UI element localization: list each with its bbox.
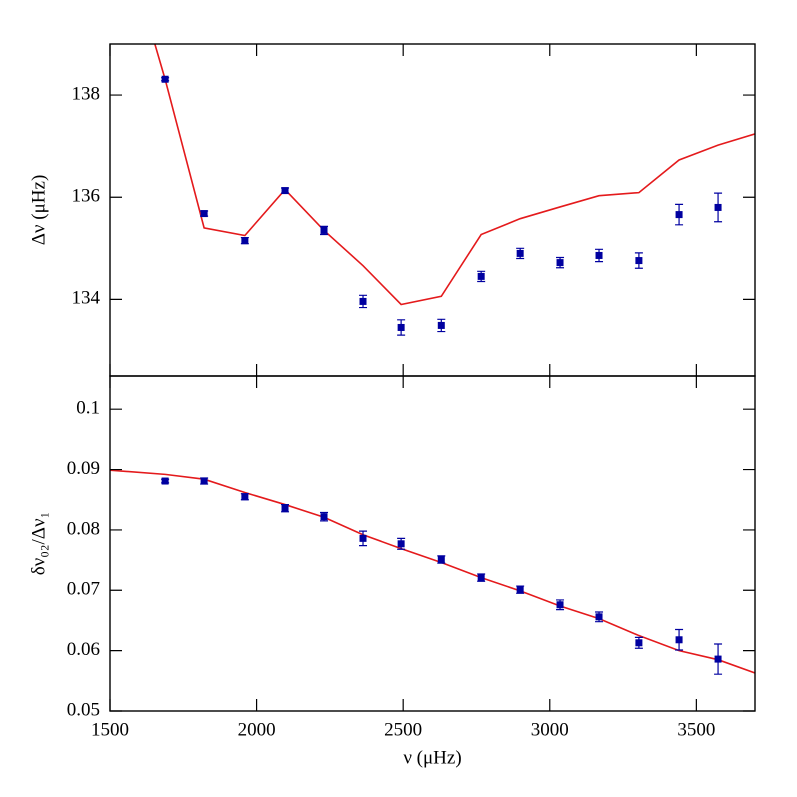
- model-line: [110, 469, 755, 674]
- plot-area: [154, 44, 755, 336]
- x-tick-label: 3500: [677, 719, 715, 740]
- x-tick-label: 2500: [384, 719, 422, 740]
- plot-frame: [109, 43, 756, 377]
- y-tick-label: 0.1: [76, 398, 100, 419]
- plot-area: [110, 469, 755, 675]
- data-point: [241, 237, 249, 245]
- data-point: [200, 477, 208, 485]
- data-point: [437, 555, 445, 563]
- y-tick-label: 138: [72, 83, 101, 104]
- data-point: [516, 586, 524, 594]
- data-point: [161, 75, 169, 83]
- data-point: [516, 249, 524, 257]
- data-point: [595, 613, 603, 621]
- y-axis-label: Δν (μHz): [28, 175, 49, 246]
- y-axis-label: δν₀₂/Δν₁: [28, 512, 49, 576]
- data-point: [595, 251, 603, 259]
- data-point: [556, 601, 564, 609]
- y-tick-label: 0.08: [67, 518, 100, 539]
- data-point: [477, 272, 485, 280]
- data-point: [437, 321, 445, 329]
- data-point: [675, 636, 683, 644]
- y-tick-label: 0.09: [67, 458, 100, 479]
- x-tick-label: 2000: [238, 719, 276, 740]
- data-point: [397, 323, 405, 331]
- x-tick-label: 1500: [91, 719, 129, 740]
- data-point: [635, 257, 643, 265]
- data-point: [320, 226, 328, 234]
- model-line: [154, 44, 755, 306]
- y-tick-label: 0.07: [67, 579, 100, 600]
- data-point: [359, 297, 367, 305]
- data-point: [200, 210, 208, 218]
- y-tick-label: 0.06: [67, 639, 100, 660]
- y-tick-label: 136: [72, 186, 101, 207]
- data-point: [556, 259, 564, 267]
- data-point: [477, 574, 485, 582]
- x-tick-label: 3000: [531, 719, 569, 740]
- data-point: [320, 513, 328, 521]
- data-point: [161, 477, 169, 485]
- data-point: [281, 187, 289, 195]
- data-point: [675, 211, 683, 219]
- data-point: [714, 655, 722, 663]
- data-point: [714, 203, 722, 211]
- data-point: [281, 504, 289, 512]
- x-axis-label: ν (μHz): [403, 747, 461, 768]
- data-point: [241, 493, 249, 501]
- data-point: [635, 639, 643, 647]
- y-tick-label: 134: [72, 288, 101, 309]
- data-point: [397, 540, 405, 548]
- plot-frame: [109, 375, 756, 712]
- y-tick-label: 0.05: [67, 699, 100, 720]
- data-point: [359, 534, 367, 542]
